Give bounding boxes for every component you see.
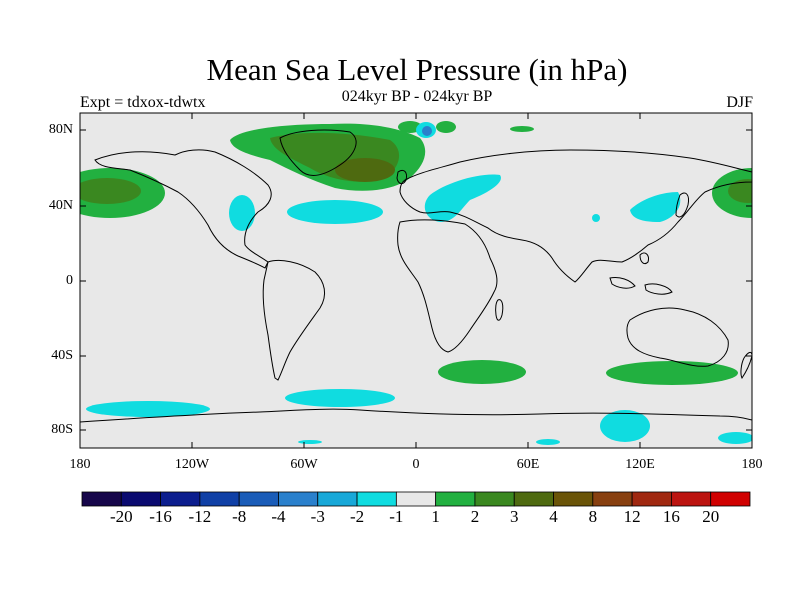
colorbar-label: -4	[271, 507, 286, 526]
colorbar-swatch	[474, 491, 515, 507]
negative-anomaly-area	[298, 440, 322, 444]
negative-anomaly-area	[600, 410, 650, 442]
colorbar-swatch	[317, 491, 358, 507]
lat-tick-label: 80N	[48, 122, 73, 137]
lon-tick-label: 180	[741, 457, 763, 472]
coastline-islands	[639, 252, 649, 265]
colorbar-swatch	[592, 491, 633, 507]
colorbar-label: -2	[349, 507, 365, 526]
colorbar-swatch	[395, 491, 437, 507]
colorbar-label: -3	[310, 507, 325, 526]
colorbar-swatch	[238, 491, 279, 507]
coastline-japan	[675, 192, 689, 218]
coastline-south-america	[262, 259, 326, 381]
lat-tick-label: 80S	[51, 422, 73, 437]
positive-anomaly-area	[80, 178, 141, 204]
coastline-antarctica	[80, 408, 752, 423]
map-subtitle: 024kyr BP - 024kyr BP	[341, 88, 493, 105]
coastline-africa	[397, 219, 498, 353]
negative-anomaly-area	[229, 195, 255, 231]
negative-anomaly-area	[285, 389, 395, 407]
colorbar-swatch	[160, 491, 201, 507]
experiment-label: Expt = tdxox-tdwtx	[80, 94, 206, 111]
colorbar-label: -1	[389, 507, 404, 526]
lon-tick-label: 180	[69, 457, 91, 472]
colorbar-label: 1	[431, 507, 440, 526]
coastline-new-zealand	[740, 351, 752, 379]
colorbar-swatch	[120, 491, 161, 507]
colorbar-label: 16	[662, 507, 680, 526]
season-label: DJF	[726, 94, 753, 111]
positive-anomaly-area	[728, 179, 752, 203]
colorbar-swatch	[710, 491, 751, 507]
map-title: Mean Sea Level Pressure (in hPa)	[206, 52, 628, 87]
lat-tick-label: 40N	[48, 198, 73, 213]
colorbar-swatch	[81, 491, 122, 507]
coastline-islands	[609, 277, 636, 289]
negative-anomaly-area	[424, 174, 501, 222]
colorbar-swatch	[631, 491, 672, 507]
coastline-greenland	[279, 129, 357, 176]
positive-anomaly-area	[606, 361, 738, 385]
colorbar-swatch	[553, 491, 594, 507]
colorbar-swatch	[671, 491, 712, 507]
colorbar-label: 20	[702, 507, 720, 526]
lon-tick-label: 0	[412, 457, 420, 472]
negative-anomaly-area	[86, 401, 210, 417]
coastlines	[80, 129, 752, 423]
coastline-islands	[644, 283, 673, 295]
colorbar-label: -20	[109, 507, 133, 526]
lat-tick-label: 0	[66, 273, 73, 288]
lon-tick-label: 60W	[290, 457, 318, 472]
lon-tick-label: 60E	[516, 457, 540, 472]
colorbar-label: 8	[588, 507, 598, 526]
colorbar-label: 12	[623, 507, 641, 526]
negative-anomaly-area	[287, 200, 383, 224]
coastline-north-america	[94, 149, 272, 269]
coastline-madagascar	[495, 299, 504, 321]
negative-anomaly-area	[718, 432, 752, 444]
colorbar-label: -16	[149, 507, 172, 526]
negative-anomaly-area	[536, 439, 560, 445]
positive-anomaly-area	[438, 360, 526, 384]
axis-ticks	[80, 113, 752, 448]
lon-tick-label: 120E	[625, 457, 655, 472]
colorbar-label: -12	[188, 507, 212, 526]
colorbar-label: 2	[470, 507, 480, 526]
colorbar-swatch	[513, 491, 554, 507]
positive-anomaly-area	[436, 121, 456, 133]
colorbar	[81, 491, 751, 507]
colorbar-swatch	[278, 491, 319, 507]
positive-anomaly-area	[335, 158, 395, 182]
colorbar-label: -8	[232, 507, 247, 526]
pressure-anomaly-shading	[80, 121, 752, 445]
lon-tick-label: 120W	[174, 457, 210, 472]
colorbar-label: 4	[549, 507, 558, 526]
colorbar-swatch	[199, 491, 240, 507]
colorbar-swatch	[356, 491, 397, 507]
lat-tick-label: 40S	[51, 348, 73, 363]
negative-anomaly-area	[422, 126, 432, 136]
coastline-eurasia	[399, 149, 752, 283]
colorbar-swatch	[435, 491, 476, 507]
positive-anomaly-area	[510, 126, 534, 132]
negative-anomaly-area	[592, 214, 600, 222]
colorbar-label: 3	[509, 507, 519, 526]
negative-anomaly-area	[630, 192, 681, 222]
coastline-australia	[626, 307, 729, 367]
coastline-british-isles	[396, 169, 407, 185]
